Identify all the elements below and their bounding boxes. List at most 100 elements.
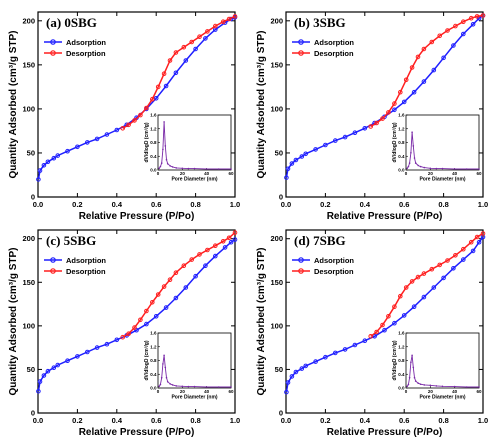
data-point <box>398 293 403 299</box>
inset-data-point <box>414 380 417 382</box>
data-point <box>437 33 443 39</box>
legend-marker <box>50 50 56 56</box>
x-axis-label: Relative Pressure (P/Po) <box>79 211 195 222</box>
inset-y-tick-label: 0.0 <box>398 386 405 391</box>
x-tick-label: 0.6 <box>399 200 409 209</box>
data-point <box>451 43 456 48</box>
inset-data-point <box>441 167 444 170</box>
data-point <box>36 388 41 394</box>
inset-data-point <box>466 386 468 388</box>
inset-x-tick-label: 60 <box>476 171 482 176</box>
data-point <box>232 230 238 235</box>
inset-data-point <box>478 386 480 388</box>
x-tick-label: 0.8 <box>190 200 200 209</box>
data-point <box>398 89 403 95</box>
data-point <box>51 365 57 371</box>
data-point <box>55 362 61 368</box>
x-tick-label: 0.6 <box>151 416 161 425</box>
inset-data-point <box>417 382 420 385</box>
panel-title: (d) 7SBG <box>294 233 346 248</box>
inset-data-point <box>410 361 412 364</box>
inset-data-point <box>411 131 413 133</box>
data-point <box>323 142 328 148</box>
legend-label: Desorption <box>66 49 106 58</box>
inset-x-tick-label: 40 <box>452 389 458 394</box>
panel-title: (c) 5SBG <box>46 233 96 248</box>
data-point <box>161 71 167 76</box>
data-point <box>285 166 291 172</box>
series-line-adsorption <box>285 236 484 393</box>
inset-data-point <box>175 167 178 169</box>
inset-y-tick-label: 1.2 <box>398 344 405 349</box>
data-point <box>453 23 458 29</box>
inset-data-point <box>160 162 163 164</box>
y-tick-label: 100 <box>270 104 283 113</box>
data-point <box>392 304 397 310</box>
data-point <box>183 58 189 63</box>
data-point <box>232 237 238 242</box>
inset-x-tick-label: 40 <box>204 171 210 176</box>
data-point <box>193 273 198 279</box>
data-point <box>104 132 110 137</box>
data-point <box>468 239 474 245</box>
inset-data-point <box>164 366 167 369</box>
y-tick-label: 200 <box>22 234 35 243</box>
data-point <box>403 285 409 290</box>
data-point <box>132 325 137 330</box>
data-point <box>285 380 291 385</box>
data-point <box>85 349 90 355</box>
data-point <box>284 175 289 180</box>
data-point <box>303 151 309 157</box>
data-point <box>144 321 149 327</box>
data-point <box>155 84 161 90</box>
inset-chart: 0 20 40 60 0.0 0.4 0.8 1.2 1.6 Pore Diameter (nm)… <box>392 113 482 183</box>
data-point <box>480 231 486 236</box>
data-point <box>226 16 232 22</box>
data-point <box>220 239 226 244</box>
inset-y-tick-label: 0.8 <box>398 358 405 363</box>
data-point <box>65 148 70 154</box>
data-point <box>289 374 295 379</box>
inset-data-point <box>419 383 422 386</box>
data-point <box>382 327 387 333</box>
y-axis-label: Quantity Adsorbed (cm³/g STP) <box>256 248 267 396</box>
inset-data-point <box>166 381 169 383</box>
inset-data-point <box>205 386 208 388</box>
inset-data-point <box>417 164 420 167</box>
data-point <box>138 317 143 323</box>
y-tick-label: 100 <box>22 321 35 330</box>
data-point <box>226 235 232 241</box>
legend-label: Adsorption <box>66 256 106 265</box>
legend-label: Adsorption <box>66 38 106 47</box>
data-point <box>468 15 474 21</box>
inset-data-point <box>158 385 160 388</box>
inset-data-point <box>165 376 168 379</box>
inset-data-point <box>429 167 432 170</box>
data-point <box>36 177 41 182</box>
y-tick-label: 0 <box>279 409 283 418</box>
x-tick-label: 0.8 <box>438 416 448 425</box>
x-tick-label: 0.4 <box>360 416 371 425</box>
inset-x-tick-label: 0 <box>157 171 160 176</box>
data-point <box>232 14 238 19</box>
data-point <box>120 334 125 340</box>
data-point <box>429 266 435 272</box>
inset-x-label: Pore Diameter (nm) <box>171 177 217 183</box>
data-point <box>470 248 476 254</box>
data-point <box>429 39 435 45</box>
data-point <box>461 31 466 37</box>
y-tick-label: 0 <box>31 193 35 202</box>
data-point <box>403 77 409 83</box>
data-point <box>461 257 466 262</box>
inset-y-tick-label: 0.4 <box>150 154 157 159</box>
inset-data-point <box>453 168 456 170</box>
data-point <box>138 112 143 118</box>
data-point <box>411 304 417 310</box>
legend-marker <box>50 268 56 274</box>
inset-y-tick-label: 0.8 <box>398 140 405 145</box>
data-point <box>189 39 194 45</box>
inset-frame <box>157 332 232 389</box>
inset-data-point <box>163 354 165 357</box>
data-point <box>386 314 391 319</box>
